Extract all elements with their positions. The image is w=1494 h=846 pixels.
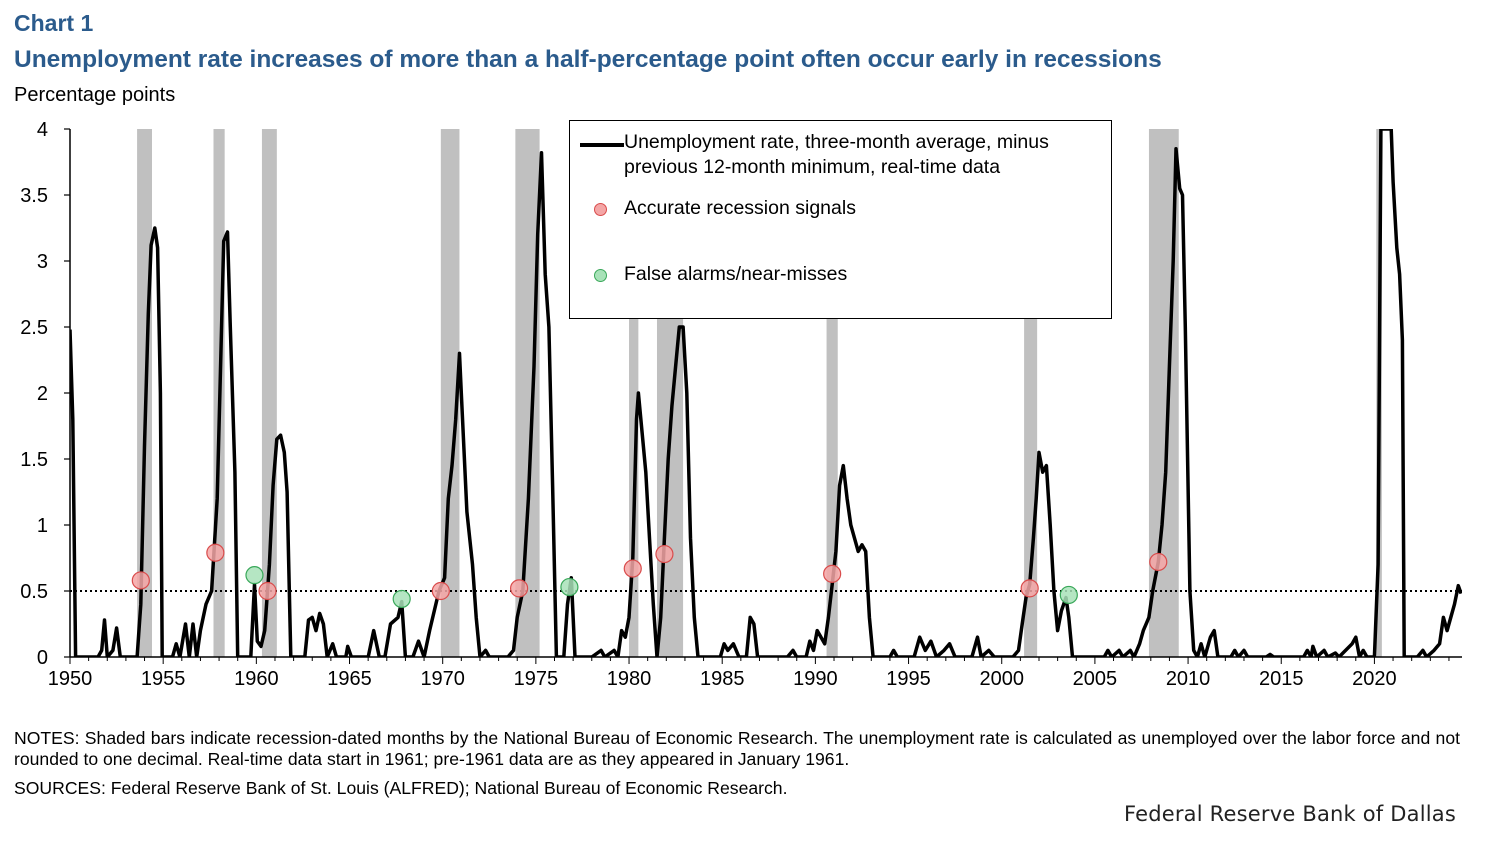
notes-text: NOTES: Shaded bars indicate recession-da…	[14, 728, 1460, 769]
legend-line-swatch	[580, 143, 624, 147]
x-tick-label: 1965	[327, 668, 372, 690]
x-tick-label: 1985	[700, 668, 745, 690]
x-tick-label: 1970	[420, 668, 465, 690]
y-tick-label: 1.5	[20, 449, 48, 471]
y-tick-label: 0.5	[20, 581, 48, 603]
chart-notes: NOTES: Shaded bars indicate recession-da…	[14, 728, 1460, 770]
x-tick-label: 1950	[48, 668, 93, 690]
legend-accurate-label: Accurate recession signals	[624, 197, 856, 219]
y-tick-label: 2.5	[20, 317, 48, 339]
recession-bar	[826, 129, 838, 657]
legend-false-alarm-marker	[594, 269, 607, 282]
x-tick-label: 2005	[1073, 668, 1118, 690]
accurate-signal-point	[1020, 579, 1039, 598]
y-tick-label: 4	[37, 119, 48, 141]
x-tick-label: 2010	[1166, 668, 1211, 690]
x-tick-label: 1960	[234, 668, 279, 690]
chart-sources: SOURCES: Federal Reserve Bank of St. Lou…	[14, 778, 788, 798]
y-tick-label: 0	[37, 647, 48, 669]
y-tick-label: 1	[37, 515, 48, 537]
recession-bar	[515, 129, 540, 657]
chart-title: Unemployment rate increases of more than…	[14, 46, 1162, 73]
accurate-signal-point	[131, 571, 150, 590]
accurate-signal-point	[206, 543, 225, 562]
chart-number: Chart 1	[14, 10, 94, 36]
series-line	[70, 129, 1462, 657]
false-alarm-point	[560, 577, 579, 597]
x-tick-label: 1995	[886, 668, 931, 690]
x-tick-label: 1980	[607, 668, 652, 690]
x-tick-label: 1955	[141, 668, 186, 690]
x-tick-label: 2020	[1352, 668, 1397, 690]
false-alarm-point	[245, 566, 264, 585]
accurate-signal-point	[823, 564, 842, 583]
accurate-signal-point	[258, 581, 277, 601]
legend-line-label-1: Unemployment rate, three-month average, …	[624, 131, 1049, 153]
y-tick-label: 2	[37, 383, 48, 405]
false-alarm-point	[392, 589, 411, 609]
x-tick-label: 1990	[793, 668, 838, 690]
accurate-signal-point	[655, 544, 674, 564]
x-tick-label: 1975	[514, 668, 559, 690]
brand-credit: Federal Reserve Bank of Dallas	[1123, 802, 1456, 826]
accurate-signal-point	[509, 579, 529, 598]
y-tick-label: 3	[37, 251, 48, 273]
y-axis-unit: Percentage points	[14, 84, 176, 106]
legend-false-alarm-label: False alarms/near-misses	[624, 263, 848, 285]
recession-bar	[261, 129, 277, 657]
x-tick-label: 2000	[979, 668, 1024, 690]
legend: Unemployment rate, three-month average, …	[569, 120, 1112, 319]
legend-line-label-2: previous 12-month minimum, real-time dat…	[624, 156, 1001, 178]
accurate-signal-point	[623, 559, 642, 578]
recession-bar	[629, 129, 639, 657]
legend-accurate-marker	[594, 203, 607, 216]
x-tick-label: 2015	[1259, 668, 1304, 690]
accurate-signal-point	[1149, 552, 1168, 572]
false-alarm-point	[1059, 585, 1078, 605]
accurate-signal-point	[431, 581, 450, 601]
y-tick-label: 3.5	[20, 185, 48, 207]
